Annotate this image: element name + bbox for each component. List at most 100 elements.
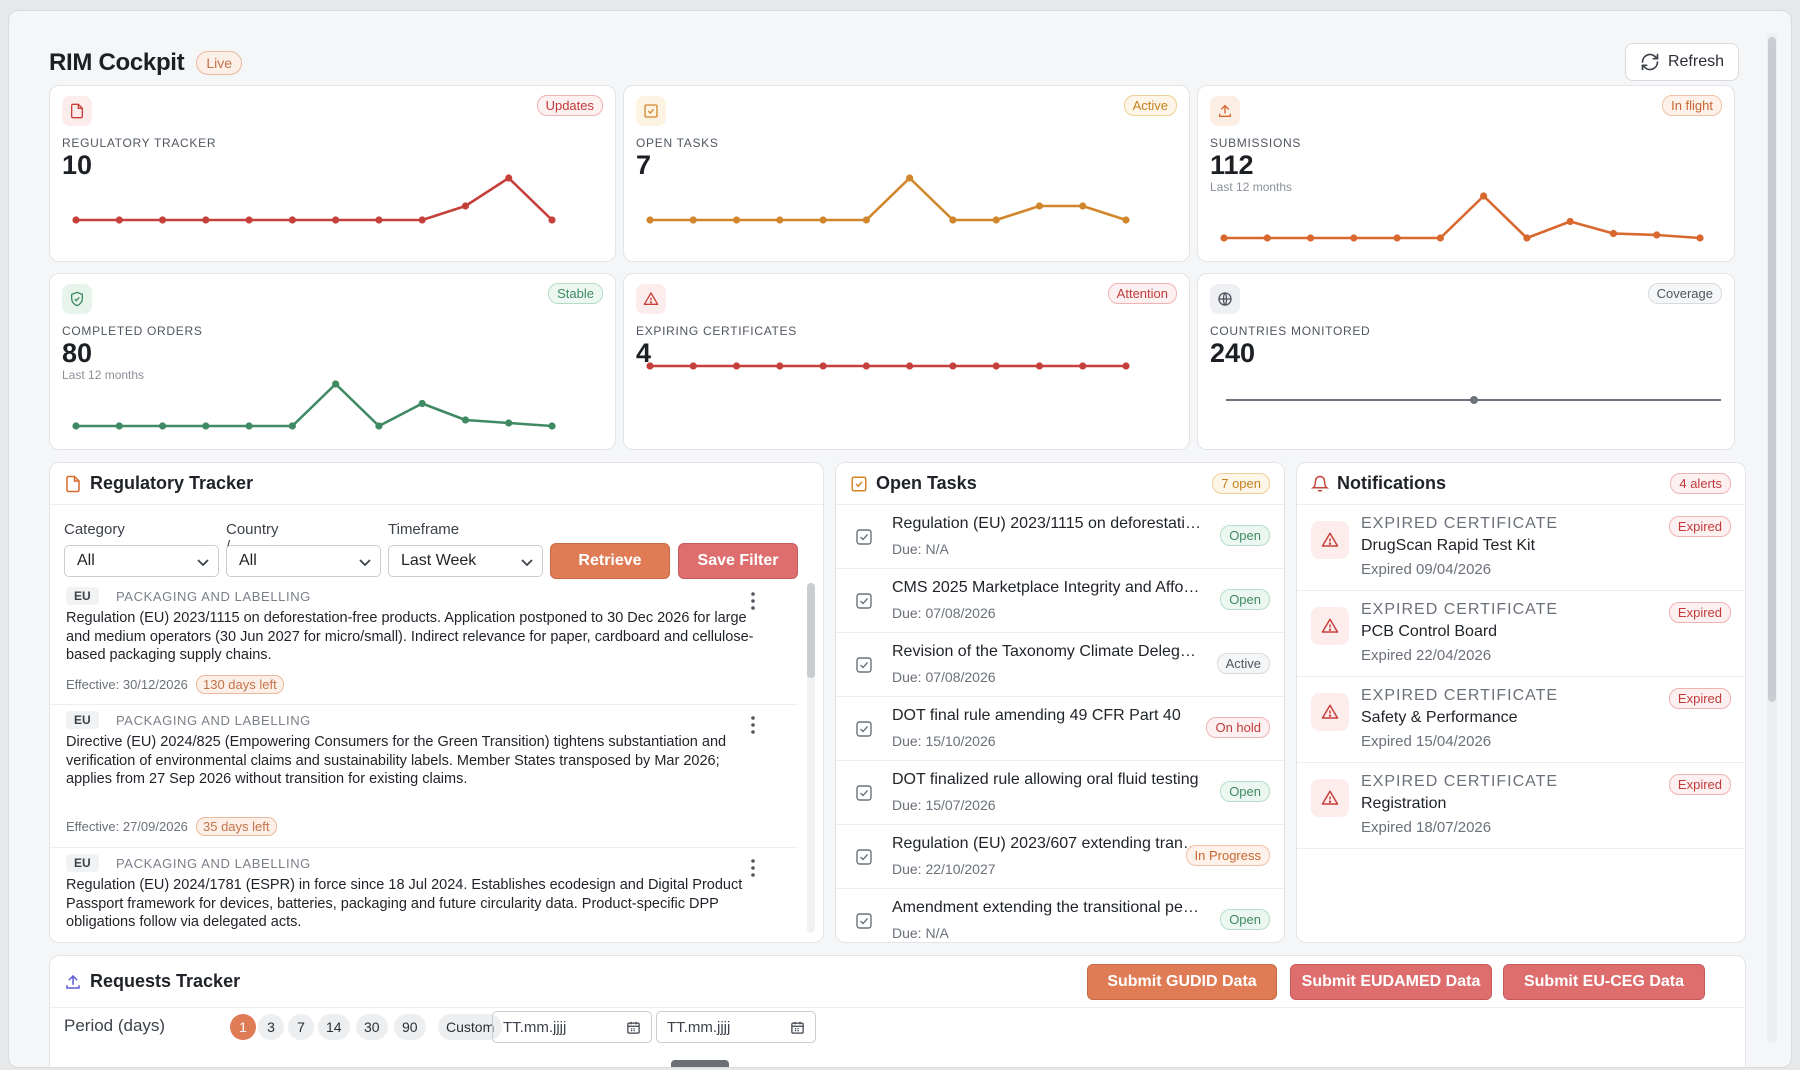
date-to-input[interactable]: TT.mm.jjjj	[656, 1011, 816, 1043]
task-title: Amendment extending the transitional per…	[892, 899, 1202, 916]
kpi-value: 112	[1210, 150, 1254, 180]
date-from-input[interactable]: TT.mm.jjjj	[492, 1011, 652, 1043]
timeframe-select[interactable]: Last Week	[388, 545, 543, 577]
task-status-badge: In Progress	[1185, 845, 1270, 866]
notification-date: Expired 22/04/2026	[1361, 647, 1492, 664]
task-checkbox-icon[interactable]	[856, 721, 872, 737]
alert-triangle-icon	[1311, 693, 1349, 731]
sparkline-point	[1653, 231, 1661, 239]
regulation-item[interactable]: EU PACKAGING AND LABELLING Regulation (E…	[50, 581, 798, 705]
sparkline-point	[1122, 216, 1130, 224]
category-select[interactable]: All	[64, 545, 219, 577]
notification-item[interactable]: EXPIRED CERTIFICATE DrugScan Rapid Test K…	[1297, 505, 1745, 591]
period-chip-7[interactable]: 7	[288, 1014, 314, 1040]
period-chip-14[interactable]: 14	[318, 1014, 350, 1040]
save-filter-button[interactable]: Save Filter	[678, 543, 798, 579]
scrollbar-thumb[interactable]	[807, 583, 815, 678]
category-value: All	[77, 552, 95, 569]
kpi-countries-monitored[interactable]: Coverage COUNTRIES MONITORED 240	[1197, 273, 1735, 450]
kpi-badge: In flight	[1662, 95, 1722, 116]
task-title: Regulation (EU) 2023/607 extending trans…	[892, 835, 1202, 852]
sparkline-point	[332, 380, 340, 388]
open-count-badge: 7 open	[1212, 473, 1270, 494]
regulation-item[interactable]: EU PACKAGING AND LABELLING Regulation (E…	[50, 848, 798, 935]
notification-item[interactable]: EXPIRED CERTIFICATE Safety & Performance E…	[1297, 677, 1745, 763]
page-scrollbar[interactable]	[1767, 33, 1777, 1043]
sparkline-point	[689, 362, 697, 370]
scrollbar-thumb[interactable]	[1768, 37, 1776, 702]
open-tasks-panel: Open Tasks 7 open Regulation (EU) 2023/1…	[835, 462, 1285, 943]
kpi-regulatory-tracker[interactable]: Updates REGULATORY TRACKER 10	[49, 85, 616, 262]
task-row[interactable]: CMS 2025 Marketplace Integrity and Affor…	[836, 569, 1284, 633]
task-checkbox-icon[interactable]	[856, 529, 872, 545]
period-chip-90[interactable]: 90	[394, 1014, 426, 1040]
regulation-list[interactable]: EU PACKAGING AND LABELLING Regulation (E…	[50, 581, 798, 935]
country-value: All	[239, 552, 257, 569]
task-checkbox-icon[interactable]	[856, 849, 872, 865]
kpi-point	[1470, 396, 1478, 404]
notification-list: EXPIRED CERTIFICATE DrugScan Rapid Test K…	[1297, 505, 1745, 942]
sparkline-point	[1609, 229, 1618, 238]
submit-eu-ceg-button[interactable]: Submit EU-CEG Data	[1503, 964, 1705, 1000]
more-vertical-icon[interactable]	[750, 591, 756, 611]
calendar-icon[interactable]	[626, 1020, 641, 1035]
regulation-item[interactable]: EU PACKAGING AND LABELLING Directive (EU…	[50, 705, 798, 848]
kpi-sparkline	[72, 174, 556, 224]
kpi-expiring-certificates[interactable]: Attention EXPIRING CERTIFICATES 4	[623, 273, 1190, 450]
period-chip-30[interactable]: 30	[356, 1014, 388, 1040]
region-tag: EU	[66, 854, 99, 872]
expired-badge: Expired	[1668, 774, 1731, 795]
task-row[interactable]: Regulation (EU) 2023/607 extending trans…	[836, 825, 1284, 889]
refresh-label: Refresh	[1667, 53, 1724, 70]
period-chip-3[interactable]: 3	[258, 1014, 284, 1040]
task-checkbox-icon[interactable]	[856, 657, 872, 673]
task-checkbox-icon[interactable]	[856, 593, 872, 609]
kpi-value: 240	[1210, 338, 1256, 368]
task-row[interactable]: Amendment extending the transitional per…	[836, 889, 1284, 942]
retrieve-button[interactable]: Retrieve	[550, 543, 670, 579]
list-scrollbar[interactable]	[807, 583, 815, 933]
kpi-submissions[interactable]: In flight SUBMISSIONS 112 Last 12 months	[1197, 85, 1735, 262]
task-row[interactable]: DOT final rule amending 49 CFR Part 40 Du…	[836, 697, 1284, 761]
resize-handle[interactable]	[671, 1060, 729, 1067]
task-row[interactable]: DOT finalized rule allowing oral fluid t…	[836, 761, 1284, 825]
more-vertical-icon[interactable]	[750, 858, 756, 878]
calendar-icon[interactable]	[790, 1020, 805, 1035]
panel-title: Requests Tracker	[90, 971, 241, 991]
task-checkbox-icon[interactable]	[856, 913, 872, 929]
task-row[interactable]: Revision of the Taxonomy Climate Delegat…	[836, 633, 1284, 697]
notification-date: Expired 18/07/2026	[1361, 819, 1492, 836]
kpi-open-tasks[interactable]: Active OPEN TASKS 7	[623, 85, 1190, 262]
task-row[interactable]: Regulation (EU) 2023/1115 on deforestati…	[836, 505, 1284, 569]
period-chip-1[interactable]: 1	[230, 1014, 256, 1040]
country-select[interactable]: All	[226, 545, 381, 577]
task-checkbox-icon[interactable]	[856, 785, 872, 801]
category-label: Category	[64, 521, 125, 538]
kpi-completed-orders[interactable]: Stable COMPLETED ORDERS 80 Last 12 month…	[49, 273, 616, 450]
check-square-icon	[851, 476, 867, 491]
period-chip-custom[interactable]: Custom	[438, 1014, 503, 1040]
sparkline-point	[1696, 234, 1704, 242]
notification-item[interactable]: EXPIRED CERTIFICATE PCB Control Board Expi…	[1297, 591, 1745, 677]
task-title: CMS 2025 Marketplace Integrity and Affor…	[892, 579, 1202, 596]
sparkline-point	[375, 422, 383, 430]
regulation-text: Directive (EU) 2024/825 (Empowering Cons…	[66, 734, 727, 787]
submit-gudid-button[interactable]: Submit GUDID Data	[1087, 964, 1277, 1000]
page-title: RIM Cockpit	[49, 49, 185, 76]
chevron-down-icon	[359, 559, 371, 567]
sparkline-point	[288, 216, 296, 224]
more-vertical-icon[interactable]	[750, 715, 756, 735]
sparkline-path	[76, 382, 553, 428]
refresh-button[interactable]: Refresh	[1624, 43, 1739, 81]
notification-item[interactable]: EXPIRED CERTIFICATE Registration Expired 1…	[1297, 763, 1745, 849]
task-status-badge: On hold	[1206, 717, 1270, 738]
kpi-value: 7	[636, 150, 652, 180]
sparkline-point	[115, 422, 123, 430]
sparkline-point	[992, 216, 1000, 224]
globe-icon	[1210, 284, 1240, 314]
submit-eudamed-button[interactable]: Submit EUDAMED Data	[1290, 964, 1492, 1000]
expired-badge: Expired	[1668, 602, 1731, 623]
sparkline-point	[732, 216, 741, 224]
dashboard-scroll-area[interactable]: RIM Cockpit Live Refresh Updates REGULAT…	[9, 11, 1759, 1067]
sparkline-point	[202, 422, 210, 430]
